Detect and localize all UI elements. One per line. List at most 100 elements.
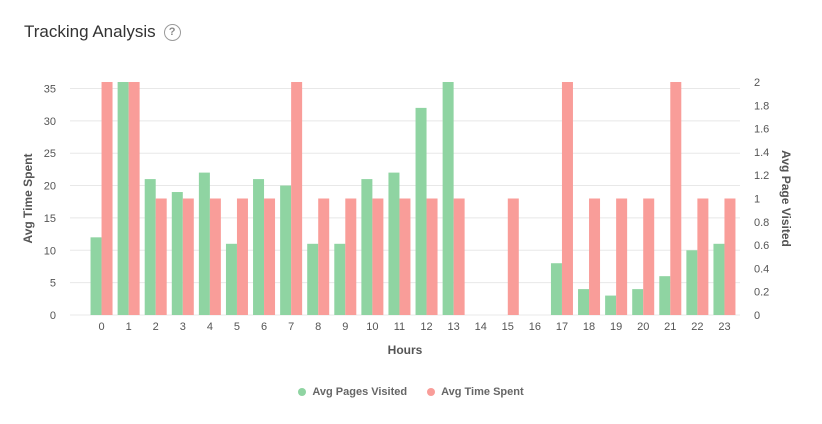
y-right-tick-label: 0.4 <box>754 263 769 275</box>
bar-pages-visited <box>280 185 292 315</box>
bar-time-spent <box>345 198 357 315</box>
bar-time-spent <box>670 82 682 315</box>
x-tick-label: 7 <box>288 321 294 333</box>
y-left-tick-label: 25 <box>44 148 56 160</box>
bar-pages-visited <box>253 179 265 315</box>
bar-pages-visited <box>225 243 237 315</box>
bar-pages-visited <box>90 237 102 315</box>
bar-pages-visited <box>117 82 129 315</box>
bar-pages-visited <box>713 243 725 315</box>
bar-pages-visited <box>550 263 562 315</box>
x-tick-label: 21 <box>664 321 676 333</box>
legend-label: Avg Pages Visited <box>312 386 408 398</box>
x-tick-label: 22 <box>691 321 703 333</box>
chart-legend: Avg Pages Visited Avg Time Spent <box>0 386 822 398</box>
bar-time-spent <box>399 198 411 315</box>
x-tick-label: 12 <box>420 321 432 333</box>
bar-time-spent <box>589 198 601 315</box>
x-tick-label: 14 <box>475 321 487 333</box>
x-tick-label: 19 <box>610 321 622 333</box>
bar-time-spent <box>209 198 221 315</box>
bar-pages-visited <box>361 179 373 315</box>
x-tick-label: 5 <box>234 321 240 333</box>
bar-time-spent <box>426 198 438 315</box>
bar-pages-visited <box>171 192 183 315</box>
x-tick-label: 8 <box>315 321 321 333</box>
y-right-tick-label: 1 <box>754 194 760 206</box>
bar-time-spent <box>697 198 709 315</box>
y-left-tick-label: 30 <box>44 116 56 128</box>
bar-pages-visited <box>659 276 671 315</box>
y-right-tick-label: 1.2 <box>754 170 769 182</box>
bar-pages-visited <box>605 295 617 315</box>
y-left-tick-label: 10 <box>44 245 56 257</box>
y-right-tick-label: 1.6 <box>754 124 769 136</box>
y-left-tick-label: 5 <box>50 278 56 290</box>
y-right-tick-label: 0.6 <box>754 240 769 252</box>
y-left-tick-label: 20 <box>44 181 56 193</box>
x-tick-label: 1 <box>126 321 132 333</box>
bar-time-spent <box>507 198 519 315</box>
y-right-tick-label: 1.8 <box>754 100 769 112</box>
bar-pages-visited <box>307 243 319 315</box>
x-tick-label: 2 <box>153 321 159 333</box>
legend-marker-red <box>427 388 436 396</box>
bar-time-spent <box>724 198 736 315</box>
y-left-tick-label: 15 <box>44 213 56 225</box>
x-tick-label: 23 <box>718 321 730 333</box>
x-tick-label: 10 <box>366 321 378 333</box>
x-tick-label: 20 <box>637 321 649 333</box>
chart-title: Tracking Analysis <box>24 22 156 41</box>
bar-time-spent <box>236 198 248 315</box>
x-tick-label: 16 <box>529 321 541 333</box>
legend-item-pages-visited[interactable]: Avg Pages Visited <box>298 386 407 398</box>
bar-pages-visited <box>198 172 210 315</box>
bar-pages-visited <box>578 289 590 315</box>
legend-item-time-spent[interactable]: Avg Time Spent <box>427 386 524 398</box>
bar-pages-visited <box>415 107 427 315</box>
bar-time-spent <box>264 198 276 315</box>
x-tick-label: 6 <box>261 321 267 333</box>
y-left-tick-label: 35 <box>44 83 56 95</box>
bar-pages-visited <box>334 243 346 315</box>
bar-time-spent <box>616 198 628 315</box>
bar-time-spent <box>453 198 465 315</box>
bar-time-spent <box>561 82 573 315</box>
bar-pages-visited <box>632 289 644 315</box>
y-right-tick-label: 1.4 <box>754 147 769 159</box>
bar-pages-visited <box>144 179 156 315</box>
x-tick-label: 13 <box>448 321 460 333</box>
y-right-tick-label: 2 <box>754 77 760 89</box>
bar-time-spent <box>101 82 113 315</box>
x-axis-title: Hours <box>388 343 423 357</box>
legend-marker-green <box>298 388 307 396</box>
x-tick-label: 18 <box>583 321 595 333</box>
x-tick-label: 9 <box>342 321 348 333</box>
bar-time-spent <box>182 198 194 315</box>
bar-time-spent <box>372 198 384 315</box>
x-tick-label: 11 <box>394 321 405 333</box>
y-right-tick-label: 0 <box>754 310 760 322</box>
x-tick-label: 15 <box>502 321 514 333</box>
bar-pages-visited <box>686 250 698 315</box>
y-right-tick-label: 0.8 <box>754 217 769 229</box>
help-icon[interactable]: ? <box>163 23 181 41</box>
x-tick-label: 3 <box>180 321 186 333</box>
bar-pages-visited <box>388 172 400 315</box>
x-tick-label: 17 <box>556 321 568 333</box>
legend-label: Avg Time Spent <box>441 386 524 398</box>
y-left-axis-title: Avg Time Spent <box>21 153 35 243</box>
bar-pages-visited <box>442 82 454 315</box>
x-tick-label: 4 <box>207 321 213 333</box>
bar-time-spent <box>643 198 655 315</box>
y-left-tick-label: 0 <box>50 310 56 322</box>
header: Tracking Analysis ? <box>24 22 181 42</box>
x-tick-label: 0 <box>98 321 104 333</box>
bar-time-spent <box>155 198 167 315</box>
bar-time-spent <box>128 82 140 315</box>
bar-time-spent <box>318 198 330 315</box>
bar-time-spent <box>291 82 303 315</box>
y-right-axis-title: Avg Page Visited <box>779 150 793 247</box>
